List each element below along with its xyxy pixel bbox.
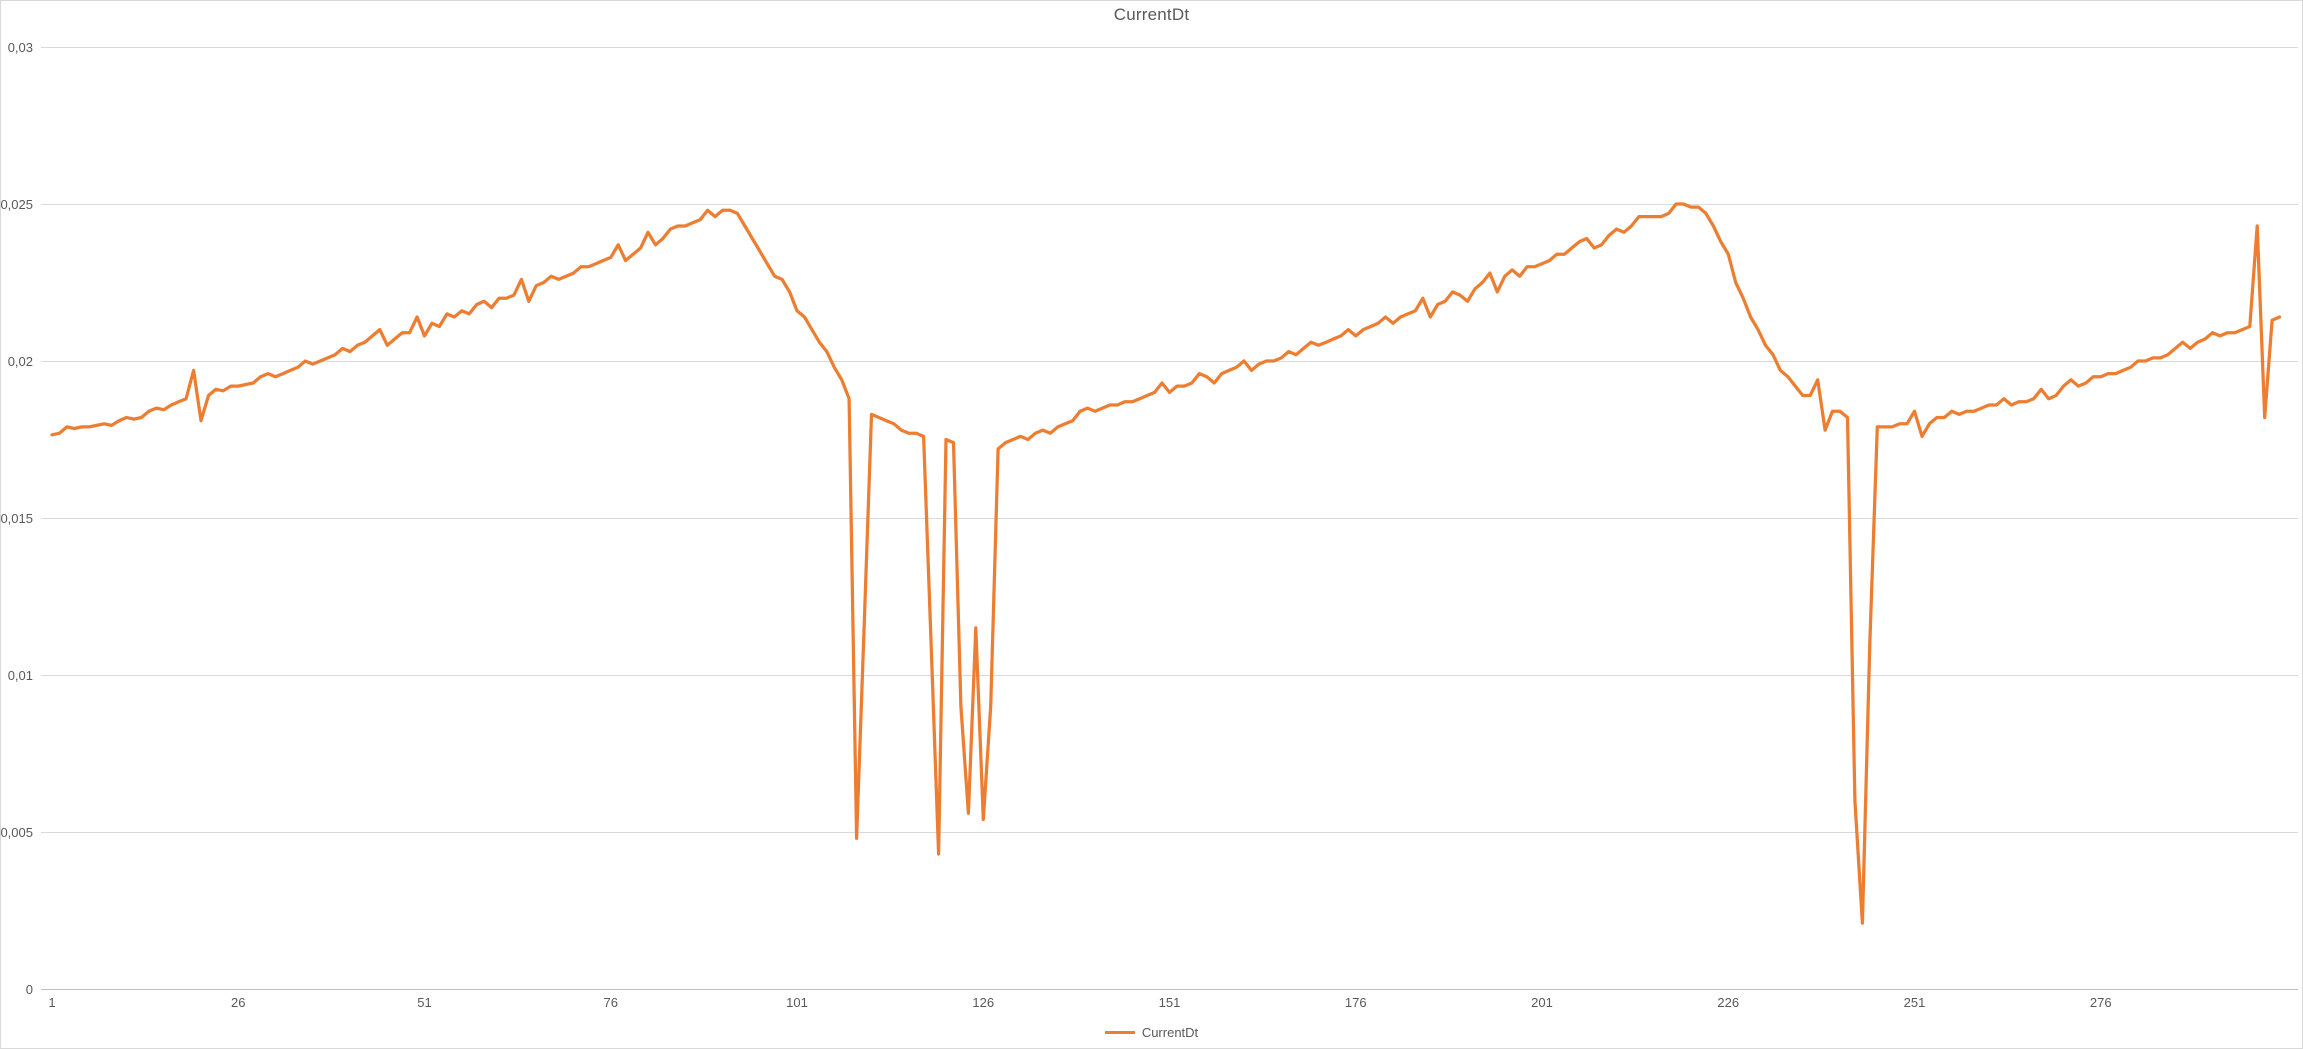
- y-axis-label: 0: [26, 982, 33, 997]
- chart-title[interactable]: CurrentDt: [1113, 5, 1190, 24]
- y-axis-label: 0,02: [8, 354, 33, 369]
- x-axis-label: 276: [2090, 995, 2112, 1010]
- x-axis-label: 201: [1531, 995, 1553, 1010]
- legend-line-swatch: [1104, 1031, 1135, 1034]
- x-axis-label: 176: [1345, 995, 1367, 1010]
- x-axis-label: 76: [604, 995, 618, 1010]
- series-line-currentdt[interactable]: [50, 202, 2282, 925]
- x-axis-label: 151: [1159, 995, 1181, 1010]
- x-axis-label: 1: [48, 995, 55, 1010]
- x-axis-label: 126: [972, 995, 994, 1010]
- y-axis-label: 0,01: [8, 668, 33, 683]
- legend-label: CurrentDt: [1141, 1025, 1199, 1040]
- x-axis-label: 101: [786, 995, 808, 1010]
- y-axis-label: 0,03: [8, 40, 33, 55]
- y-axis-label: 0,005: [1, 825, 33, 840]
- x-axis-label: 26: [231, 995, 245, 1010]
- x-axis-label: 251: [1904, 995, 1926, 1010]
- legend[interactable]: CurrentDt: [1, 1025, 2302, 1040]
- y-axis-label: 0,015: [1, 511, 33, 526]
- x-axis-label: 51: [417, 995, 431, 1010]
- x-axis-label: 226: [1717, 995, 1739, 1010]
- y-axis-label: 0,025: [1, 197, 33, 212]
